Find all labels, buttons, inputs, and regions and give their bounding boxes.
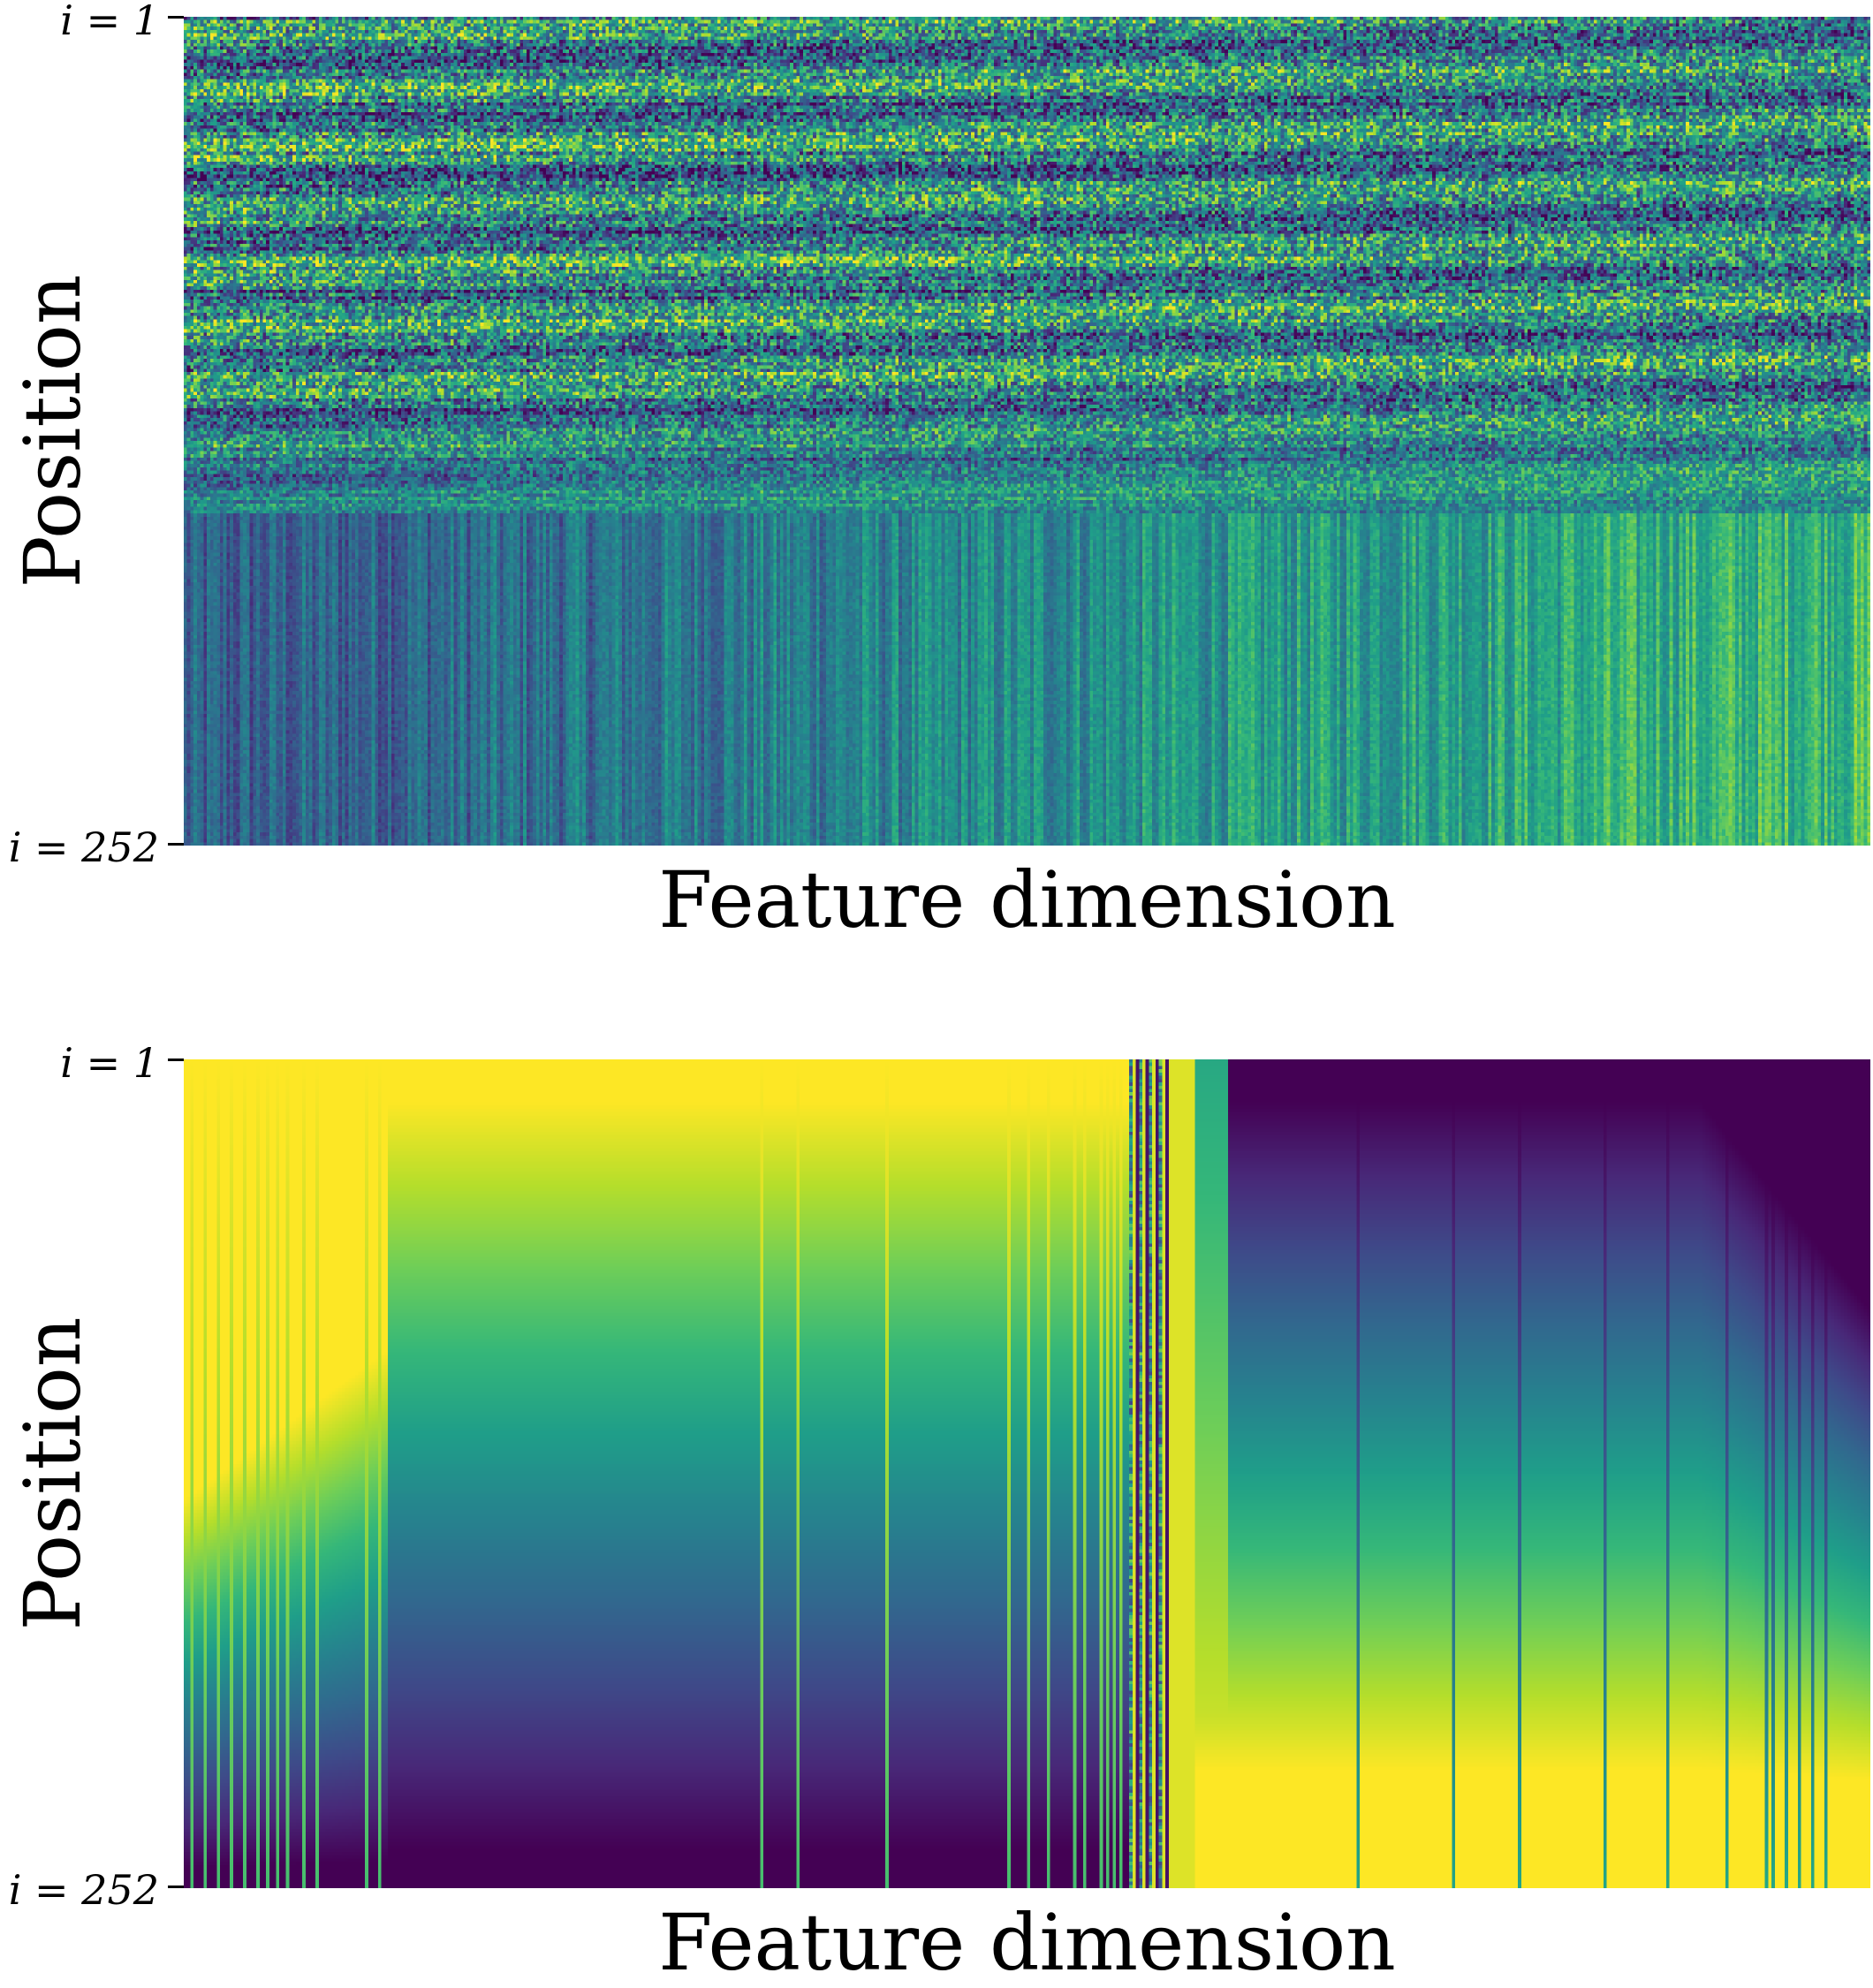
ytick-bottom-end bbox=[168, 1886, 184, 1888]
ytick-label-top-start: i = 1 bbox=[60, 0, 159, 44]
ytick-bottom-start bbox=[168, 1058, 184, 1061]
xlabel-top: Feature dimension bbox=[658, 854, 1396, 945]
heatmap-bottom bbox=[184, 1059, 1870, 1888]
ytick-top-start bbox=[168, 16, 184, 19]
ylabel-top: Position bbox=[7, 274, 98, 588]
ytick-label-bottom-end: i = 252 bbox=[8, 1866, 159, 1914]
xlabel-bottom: Feature dimension bbox=[658, 1897, 1396, 1988]
heatmap-top bbox=[184, 17, 1870, 846]
ytick-top-end bbox=[168, 843, 184, 846]
ytick-label-bottom-start: i = 1 bbox=[60, 1039, 159, 1087]
ytick-label-top-end: i = 252 bbox=[8, 823, 159, 871]
ylabel-bottom: Position bbox=[7, 1316, 98, 1631]
